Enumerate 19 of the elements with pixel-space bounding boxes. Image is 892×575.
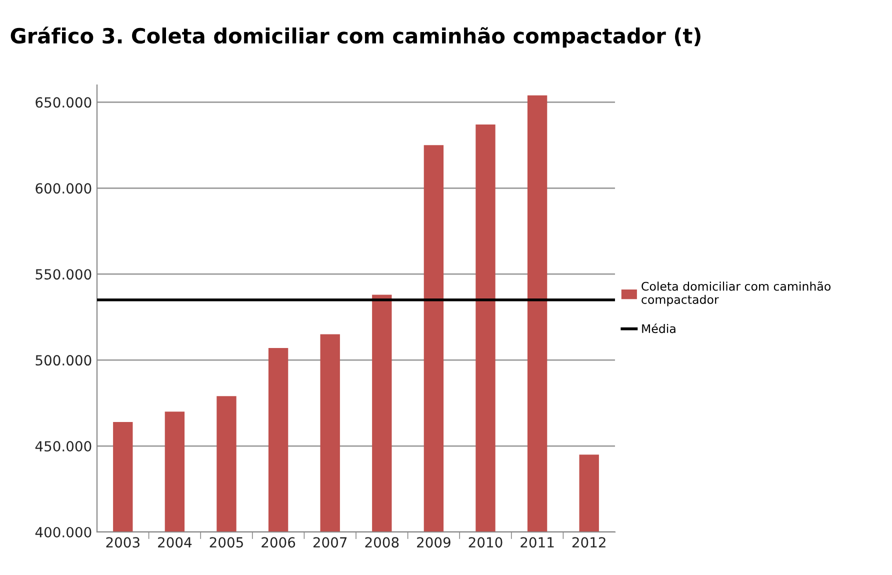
y-tick-label: 500.000	[36, 355, 92, 366]
chart-title: Gráfico 3. Coleta domiciliar com caminhão compactador (t)	[10, 26, 700, 48]
legend-label: Coleta domiciliar com caminhão compactador	[642, 281, 831, 306]
x-tick-label: 2006	[262, 537, 296, 548]
x-tick-label: 2009	[417, 537, 450, 548]
y-tick-label: 600.000	[36, 183, 92, 194]
x-tick-label: 2011	[520, 537, 554, 548]
x-tick-label: 2004	[158, 537, 192, 548]
x-tick-label: 2010	[468, 537, 502, 548]
legend-label: Média	[642, 323, 676, 334]
x-tick-label: 2008	[365, 537, 399, 548]
y-tick-label: 450.000	[35, 441, 92, 452]
x-tick-label: 2005	[210, 537, 243, 548]
x-tick-label: 2012	[572, 537, 606, 548]
y-tick-label: 550.000	[36, 269, 92, 280]
x-tick-label: 2007	[313, 537, 347, 548]
y-tick-label: 400.000	[35, 526, 92, 538]
x-tick-label: 2003	[106, 537, 140, 548]
y-tick-label: 650.000	[36, 97, 92, 108]
